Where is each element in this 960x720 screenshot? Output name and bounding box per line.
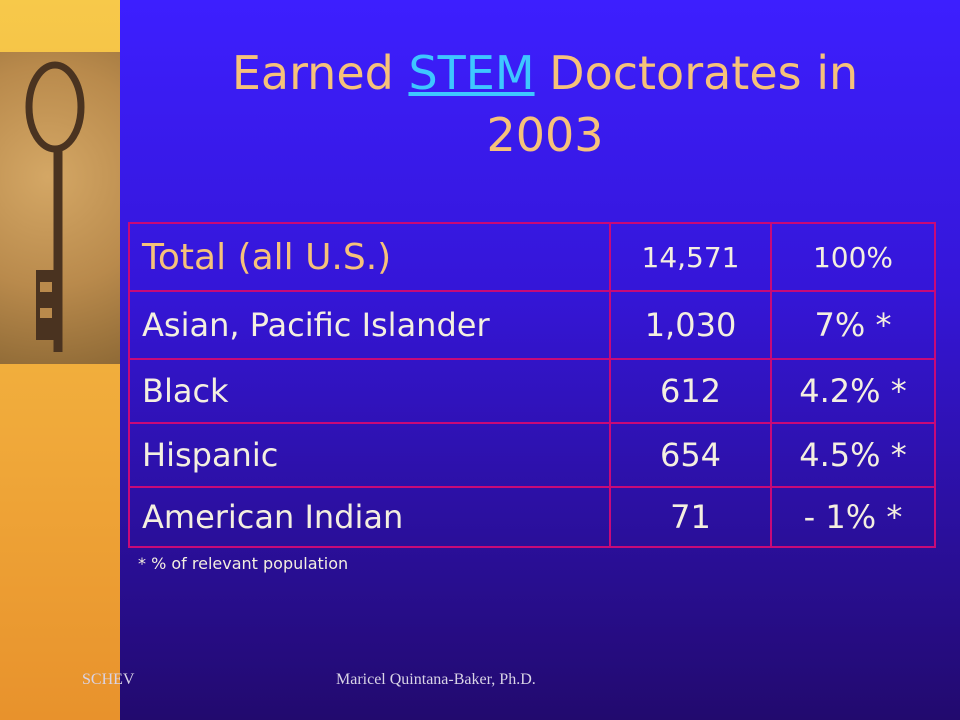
table-cell: Asian, Pacific Islander xyxy=(128,290,611,360)
table-cell: Hispanic xyxy=(128,422,611,488)
table-row: Asian, Pacific Islander 1,030 7% * xyxy=(128,290,936,360)
table-cell: American Indian xyxy=(128,486,611,548)
table-cell: Total (all U.S.) xyxy=(128,222,611,292)
table-cell: 100% xyxy=(770,222,936,292)
table-row: Hispanic 654 4.5% * xyxy=(128,422,936,488)
table-cell: 612 xyxy=(609,358,772,424)
data-table: Total (all U.S.) 14,571 100% Asian, Pacific… xyxy=(128,222,936,548)
key-photo xyxy=(0,52,120,364)
footer-left: SCHEV xyxy=(82,671,135,688)
title-link[interactable]: STEM xyxy=(408,46,535,100)
table-cell: 7% * xyxy=(770,290,936,360)
table-cell: 14,571 xyxy=(609,222,772,292)
table-cell: 71 xyxy=(609,486,772,548)
slide-title: Earned STEM Doctorates in 2003 xyxy=(170,42,920,166)
key-icon xyxy=(25,61,85,352)
title-text: Earned xyxy=(231,46,394,100)
table-cell: - 1% * xyxy=(770,486,936,548)
table-row: Total (all U.S.) 14,571 100% xyxy=(128,222,936,292)
footer-center: Maricel Quintana-Baker, Ph.D. xyxy=(336,671,536,688)
table-cell: 4.2% * xyxy=(770,358,936,424)
table-cell: 4.5% * xyxy=(770,422,936,488)
title-text: Doctorates in 2003 xyxy=(486,46,859,162)
table-row: American Indian 71- 1% * xyxy=(128,486,936,548)
table-cell: Black xyxy=(128,358,611,424)
table-cell: 1,030 xyxy=(609,290,772,360)
footnote: * % of relevant population xyxy=(138,554,349,573)
table-row: Black 612 4.2% * xyxy=(128,358,936,424)
table-cell: 654 xyxy=(609,422,772,488)
